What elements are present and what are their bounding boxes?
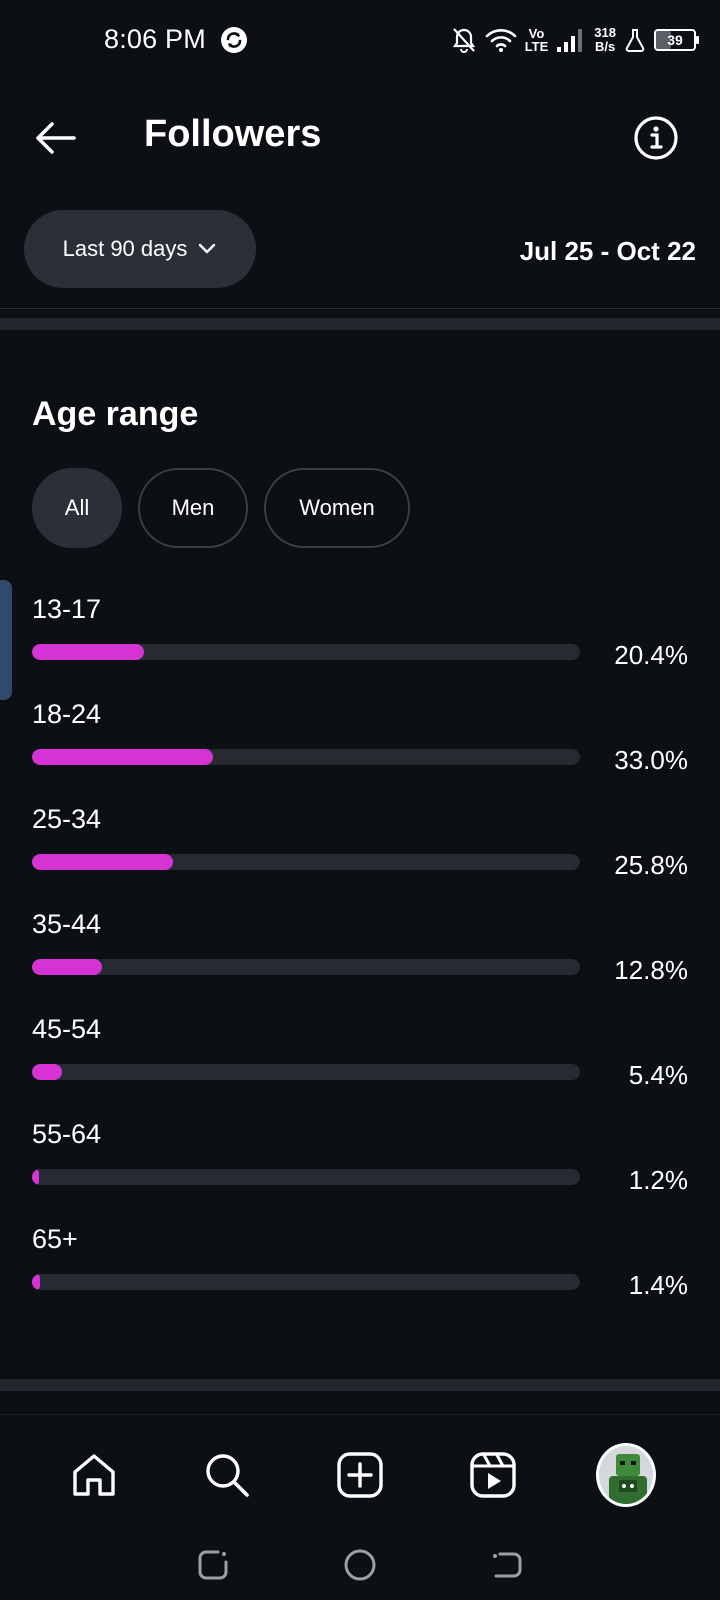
scroll-handle[interactable] [0, 580, 12, 700]
gender-filter-chips: All Men Women [32, 468, 410, 548]
age-percentage: 20.4% [614, 640, 688, 670]
search-icon[interactable] [197, 1445, 257, 1505]
age-label: 45-54 [32, 1014, 102, 1044]
progress-track [32, 644, 580, 660]
progress-fill [32, 959, 103, 975]
divider [0, 308, 720, 309]
reels-icon[interactable] [463, 1445, 523, 1505]
progress-fill [32, 1274, 40, 1290]
age-row: 65+ 1.4% [32, 1220, 688, 1325]
arrow-left-icon[interactable] [30, 112, 82, 164]
age-percentage: 1.4% [628, 1270, 688, 1300]
age-percentage: 12.8% [614, 955, 688, 985]
age-row: 18-24 33.0% [32, 695, 688, 800]
status-bar: 8:06 PM Vo LTE 318 B/s [0, 0, 720, 82]
progress-track [32, 854, 580, 870]
divider [0, 1414, 720, 1415]
bell-off-icon [452, 28, 475, 53]
status-icons: Vo LTE 318 B/s 39 [451, 20, 699, 60]
date-range-dropdown[interactable]: Last 90 days [24, 210, 256, 288]
age-range-list: 13-17 20.4% 18-24 33.0% 25-34 25.8% 35-44 12.8%… [32, 590, 688, 1325]
age-label: 55-64 [32, 1119, 102, 1149]
progress-fill [32, 1169, 39, 1185]
progress-track [32, 1064, 580, 1080]
progress-track [32, 959, 580, 975]
age-percentage: 25.8% [614, 850, 688, 880]
profile-avatar[interactable] [595, 1443, 656, 1507]
age-label: 25-34 [32, 804, 102, 834]
age-label: 65+ [32, 1224, 78, 1254]
age-label: 13-17 [32, 594, 102, 624]
date-range-text: Jul 25 - Oct 22 [519, 236, 696, 266]
signal-icon [557, 29, 583, 52]
status-time: 8:06 PM [104, 24, 206, 54]
progress-fill [32, 1064, 62, 1080]
flask-icon [625, 29, 645, 52]
wifi-icon [485, 29, 517, 52]
bottom-nav [0, 1420, 720, 1530]
section-title: Age range [32, 395, 199, 433]
age-row: 25-34 25.8% [32, 800, 688, 905]
sync-icon [221, 27, 247, 53]
progress-fill [32, 749, 213, 765]
battery-level [656, 31, 671, 49]
chip-women[interactable]: Women [264, 468, 410, 548]
age-row: 45-54 5.4% [32, 1010, 688, 1115]
battery-icon: 39 [654, 29, 699, 51]
age-row: 13-17 20.4% [32, 590, 688, 695]
progress-track [32, 1169, 580, 1185]
age-percentage: 33.0% [614, 745, 688, 775]
age-label: 18-24 [32, 699, 102, 729]
avatar [595, 1443, 656, 1507]
back-gesture-icon[interactable] [490, 1548, 524, 1582]
home-icon[interactable] [64, 1445, 124, 1505]
age-row: 55-64 1.2% [32, 1115, 688, 1220]
age-percentage: 1.2% [628, 1165, 688, 1195]
progress-track [32, 1274, 580, 1290]
chevron-down-icon [199, 243, 216, 254]
info-icon[interactable] [630, 112, 682, 164]
create-icon[interactable] [330, 1445, 390, 1505]
volte-indicator: Vo LTE [524, 26, 549, 54]
system-nav [0, 1530, 720, 1600]
age-row: 35-44 12.8% [32, 905, 688, 1010]
age-label: 35-44 [32, 909, 102, 939]
date-range-label: Last 90 days [62, 236, 188, 261]
chip-all[interactable]: All [32, 468, 122, 548]
chip-men[interactable]: Men [138, 468, 248, 548]
section-divider [0, 318, 720, 330]
home-circle-icon[interactable] [342, 1547, 378, 1583]
page-title: Followers [144, 113, 322, 155]
progress-track [32, 749, 580, 765]
network-speed: 318 B/s [594, 25, 616, 54]
age-percentage: 5.4% [628, 1060, 688, 1090]
progress-fill [32, 854, 174, 870]
progress-fill [32, 644, 144, 660]
recents-icon[interactable] [196, 1548, 230, 1582]
avatar-image [598, 1446, 653, 1504]
section-divider [0, 1379, 720, 1391]
